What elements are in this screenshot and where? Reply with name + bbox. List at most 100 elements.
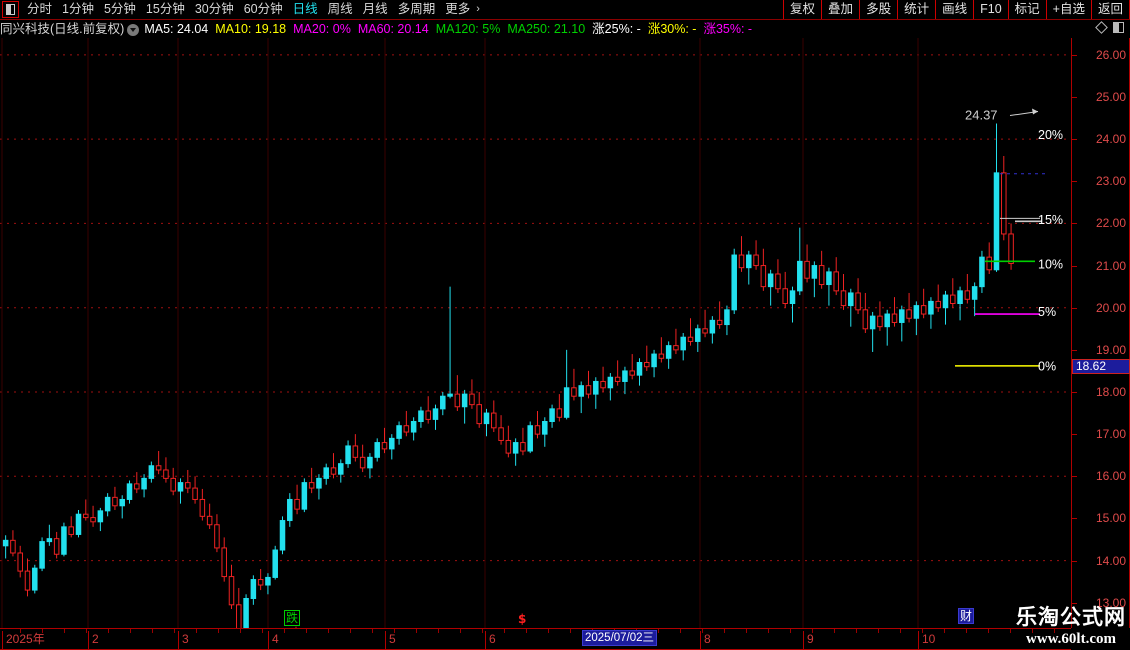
date-minor-tick: [812, 629, 813, 633]
price-tick-mark: [1072, 54, 1077, 56]
candlestick-chart[interactable]: 20%15%10%5%0%24.3712.10: [0, 38, 1071, 628]
price-tick-mark: [1072, 349, 1077, 351]
date-minor-tick: [548, 629, 549, 633]
date-tick-6: 8: [700, 631, 711, 649]
indicator-MA5: MA5: 24.04: [144, 22, 209, 36]
date-minor-tick: [1010, 629, 1011, 633]
date-minor-tick: [306, 629, 307, 633]
price-tick-mark: [1072, 307, 1077, 309]
svg-text:15%: 15%: [1038, 213, 1063, 227]
price-axis[interactable]: 26.00 25.00 24.00 23.00 22.00 21.00 20.00 19.00…: [1071, 38, 1130, 628]
toolbar-button-0[interactable]: 复权: [783, 0, 823, 19]
date-minor-tick: [834, 629, 835, 633]
chevron-down-circle-icon[interactable]: [127, 23, 140, 36]
panel-toggle-icon[interactable]: [2, 1, 19, 18]
date-tick-8: 10: [918, 631, 935, 649]
indicator-MA10: MA10: 19.18: [215, 22, 287, 36]
chart-corner-icons: [1095, 21, 1124, 34]
date-minor-tick: [746, 629, 747, 633]
date-tick-4: 5: [385, 631, 396, 649]
financial-report-marker: 财: [958, 608, 975, 624]
date-minor-tick: [724, 629, 725, 633]
more-chevron-icon[interactable]: ›: [476, 3, 480, 15]
period-tab-1[interactable]: 1分钟: [62, 2, 94, 16]
date-tick-7: 9: [803, 631, 814, 649]
date-tick-3: 4: [268, 631, 279, 649]
indicator-涨25: 涨25%: -: [592, 22, 641, 36]
period-tab-6[interactable]: 日线: [292, 2, 318, 16]
indicator-values: MA5: 24.04 MA10: 19.18 MA20: 0% MA60: 20.14…: [144, 21, 759, 38]
toolbar-button-4[interactable]: 画线: [935, 0, 975, 19]
price-tick-10: 16.00: [1095, 469, 1126, 484]
period-tab-4[interactable]: 30分钟: [194, 2, 234, 16]
toolbar-button-3[interactable]: 统计: [897, 0, 937, 19]
indicator-MA250: MA250: 21.10: [507, 22, 586, 36]
date-minor-tick: [944, 629, 945, 633]
svg-text:24.37: 24.37: [965, 108, 998, 123]
date-minor-tick: [86, 629, 87, 633]
date-minor-tick: [350, 629, 351, 633]
date-minor-tick: [460, 629, 461, 633]
watermark-line1: 乐淘公式网: [1016, 605, 1126, 629]
price-tick-7: 19.00: [1095, 342, 1126, 357]
indicator-涨35: 涨35%: -: [703, 22, 753, 36]
date-tick-5: 6: [485, 631, 496, 649]
price-tick-6: 20.00: [1095, 300, 1126, 315]
date-minor-tick: [680, 629, 681, 633]
date-minor-tick: [658, 629, 659, 633]
period-tab-3[interactable]: 15分钟: [145, 2, 185, 16]
period-tab-5[interactable]: 60分钟: [243, 2, 283, 16]
period-tab-0[interactable]: 分时: [27, 2, 53, 16]
period-tab-7[interactable]: 周线: [327, 2, 353, 16]
date-minor-tick: [108, 629, 109, 633]
watermark-line2: www.60lt.com: [1026, 631, 1116, 647]
toolbar-button-5[interactable]: F10: [973, 0, 1009, 19]
indicator-MA20: MA20: 0%: [293, 22, 351, 36]
panel-layout-icon[interactable]: [1113, 22, 1124, 33]
price-tick-mark: [1072, 97, 1077, 98]
price-tick-5: 21.00: [1095, 258, 1126, 273]
date-minor-tick: [240, 629, 241, 633]
indicator-MA120: MA120: 5%: [435, 22, 501, 36]
top-toolbar: 分时 1分钟 5分钟 15分钟 30分钟 60分钟 日线 周线 月线 多周期 更多 › 复权 叠加 多股统…: [0, 0, 1130, 20]
date-minor-tick: [1054, 629, 1055, 633]
date-minor-tick: [988, 629, 989, 633]
toolbar-button-2[interactable]: 多股: [859, 0, 899, 19]
toolbar-button-6[interactable]: 标记: [1007, 0, 1047, 19]
price-tick-13: 13.00: [1095, 595, 1126, 610]
chart-canvas[interactable]: 20%15%10%5%0%24.3712.10: [0, 38, 1071, 628]
toolbar-button-1[interactable]: 叠加: [821, 0, 861, 19]
date-minor-tick: [394, 629, 395, 633]
diamond-icon[interactable]: [1095, 21, 1108, 34]
price-tick-mark: [1072, 139, 1077, 141]
price-tick-mark: [1072, 223, 1077, 225]
svg-text:5%: 5%: [1038, 305, 1056, 319]
price-tick-11: 15.00: [1095, 511, 1126, 526]
period-tab-9[interactable]: 多周期: [397, 2, 436, 16]
date-minor-tick: [504, 629, 505, 633]
date-minor-tick: [790, 629, 791, 633]
period-tab-10[interactable]: 更多: [445, 2, 471, 16]
price-tick-8: 18.00: [1095, 385, 1126, 399]
watermark: 乐淘公式网 www.60lt.com: [1016, 601, 1126, 648]
date-minor-tick: [570, 629, 571, 633]
price-tick-2: 24.00: [1095, 132, 1126, 147]
date-minor-tick: [922, 629, 923, 633]
date-minor-tick: [174, 629, 175, 633]
date-minor-tick: [702, 629, 703, 633]
date-axis[interactable]: 2025年 2 3 4 5 6 8 9 10 2025/07/02三: [0, 628, 1071, 650]
dividend-marker: $: [518, 612, 527, 626]
date-minor-tick: [130, 629, 131, 633]
price-tick-mark: [1072, 602, 1077, 604]
period-tab-8[interactable]: 月线: [362, 2, 388, 16]
date-tick-2: 3: [178, 631, 189, 649]
indicator-涨30: 涨30%: -: [647, 22, 697, 36]
price-tick-0: 26.00: [1095, 47, 1126, 62]
fall-marker: 跌: [284, 610, 301, 626]
period-tab-2[interactable]: 5分钟: [103, 2, 136, 16]
date-minor-tick: [526, 629, 527, 633]
svg-text:10%: 10%: [1038, 258, 1063, 272]
toolbar-button-8[interactable]: 返回: [1090, 0, 1130, 19]
toolbar-button-7[interactable]: +自选: [1045, 0, 1092, 19]
date-minor-tick: [878, 629, 879, 633]
